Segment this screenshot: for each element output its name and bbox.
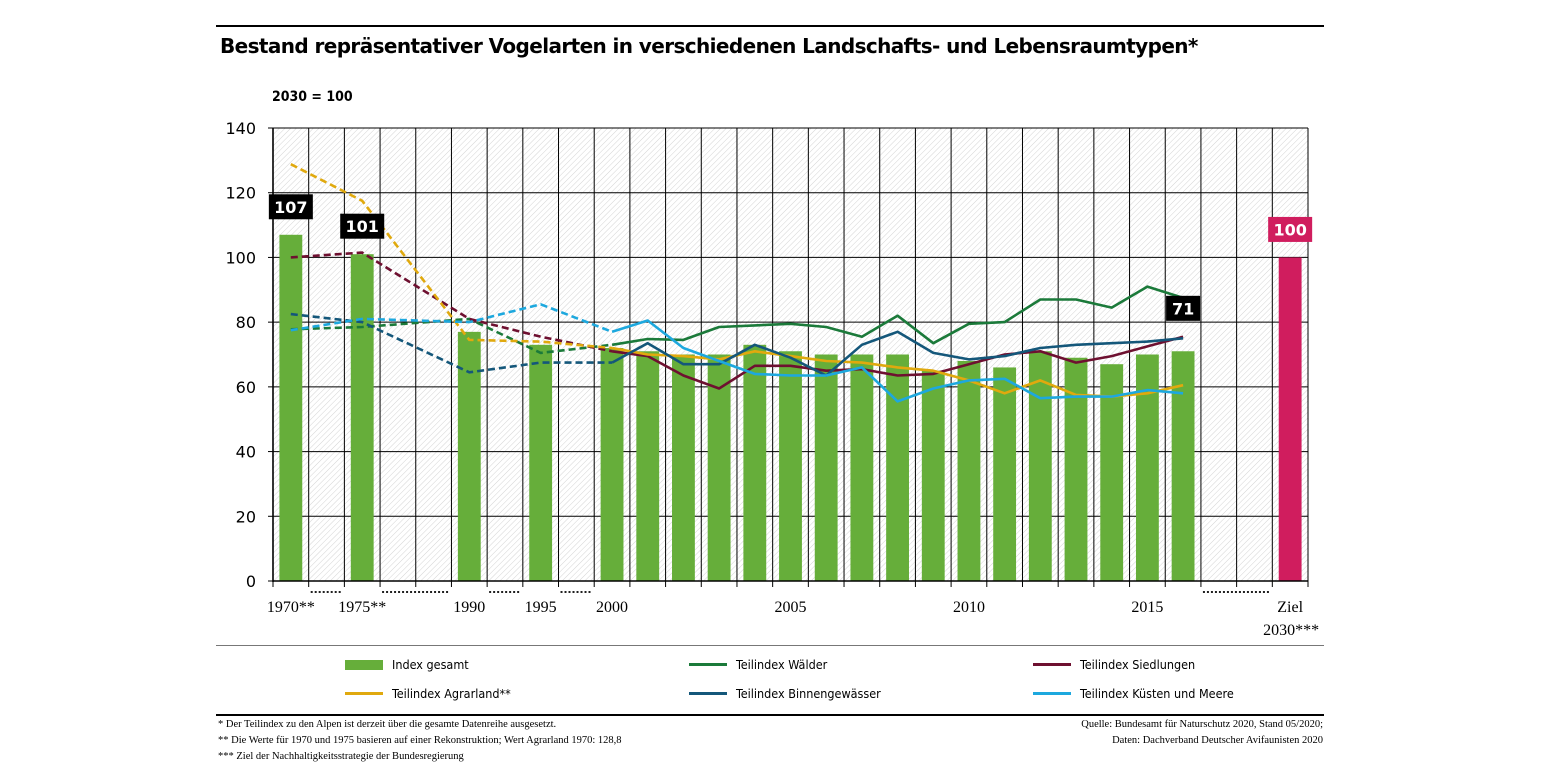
bar-2005 bbox=[779, 351, 802, 581]
x-tick-label-4: 2000 bbox=[596, 599, 628, 616]
y-tick-label-0: 0 bbox=[246, 572, 256, 591]
bar-2013 bbox=[1064, 357, 1088, 581]
legend-item-5: Teilindex Küsten und Meere bbox=[1033, 686, 1234, 701]
x-tick-label-8: Ziel bbox=[1277, 599, 1303, 616]
grid-lines bbox=[272, 127, 1309, 582]
top-rule bbox=[216, 25, 1324, 27]
value-labels: 107 101 71 100 bbox=[268, 194, 1313, 321]
bar-2016 bbox=[1171, 351, 1195, 581]
chart-title: Bestand repräsentativer Vogelarten in ve… bbox=[220, 34, 1198, 58]
bar-2014 bbox=[1100, 364, 1124, 581]
bar-2003 bbox=[707, 354, 731, 581]
bar-1990 bbox=[457, 331, 481, 581]
value-label-box-0 bbox=[268, 194, 313, 220]
legend-item-4: Teilindex Binnengewässer bbox=[689, 686, 881, 701]
bar-2009 bbox=[921, 370, 945, 581]
bar-2001 bbox=[636, 351, 660, 581]
legend-label-1: Teilindex Wälder bbox=[736, 657, 828, 672]
value-label-box-1 bbox=[340, 213, 385, 239]
bar-1975 bbox=[350, 254, 374, 581]
x-tick-label-2: 1990 bbox=[453, 599, 485, 616]
value-label-3: 100 bbox=[1273, 220, 1306, 239]
bar-1970 bbox=[279, 234, 303, 581]
footnote-3: *** Ziel der Nachhaltigkeitsstrategie de… bbox=[218, 751, 464, 762]
footnote-2: ** Die Werte für 1970 und 1975 basieren … bbox=[218, 735, 622, 746]
legend-item-2: Teilindex Siedlungen bbox=[1033, 657, 1195, 672]
axes: 0 20 40 60 80 100 120 140 1970** 1975** 1990 1995 20… bbox=[225, 119, 1319, 639]
source-line-1: Quelle: Bundesamt für Naturschutz 2020, … bbox=[1081, 719, 1323, 730]
x-tick-label-3: 1995 bbox=[525, 599, 557, 616]
legend-swatch-5 bbox=[1033, 692, 1071, 695]
bar-1995 bbox=[529, 344, 553, 581]
legend-item-3: Teilindex Agrarland** bbox=[345, 686, 511, 701]
legend-swatch-1 bbox=[689, 663, 727, 666]
series-line-reconstructed-1 bbox=[290, 251, 613, 353]
y-tick-label-140: 140 bbox=[225, 119, 256, 138]
legend-swatch-4 bbox=[689, 692, 727, 695]
legend-label-4: Teilindex Binnengewässer bbox=[736, 686, 881, 701]
series-line-reconstructed-4 bbox=[290, 302, 613, 334]
bar-2002 bbox=[672, 354, 695, 581]
series-line-3 bbox=[611, 330, 1184, 377]
series-line-4 bbox=[611, 319, 1184, 403]
legend-item-0: Index gesamt bbox=[345, 657, 469, 672]
bar-2015 bbox=[1135, 354, 1159, 581]
bar-2011 bbox=[993, 367, 1017, 581]
footer-rule bbox=[216, 714, 1324, 716]
series-line-1 bbox=[611, 335, 1184, 390]
bar-2004 bbox=[743, 344, 767, 581]
bar-2008 bbox=[886, 354, 909, 581]
x-tick-label-8-line2: 2030*** bbox=[1263, 622, 1319, 639]
footnote-1: * Der Teilindex zu den Alpen ist derzeit… bbox=[218, 719, 557, 730]
bars-index-gesamt bbox=[279, 234, 1302, 581]
y-tick-label-120: 120 bbox=[225, 184, 256, 203]
series-line-reconstructed-0 bbox=[290, 317, 613, 355]
y-tick-label-100: 100 bbox=[225, 248, 256, 267]
unit-label: 2030 = 100 bbox=[272, 89, 353, 105]
bar-target-2030 bbox=[1278, 257, 1302, 581]
bar-2000 bbox=[600, 348, 624, 581]
legend-top-rule bbox=[216, 645, 1324, 646]
legend-label-5: Teilindex Küsten und Meere bbox=[1080, 686, 1234, 701]
series-line-reconstructed-3 bbox=[290, 312, 613, 374]
legend-swatch-3 bbox=[345, 692, 383, 695]
legend-label-0: Index gesamt bbox=[392, 657, 469, 672]
legend-label-3: Teilindex Agrarland** bbox=[392, 686, 511, 701]
source-line-2: Daten: Dachverband Deutscher Avifauniste… bbox=[1112, 735, 1323, 746]
value-label-2: 71 bbox=[1172, 299, 1194, 318]
series-line-reconstructed-2 bbox=[290, 163, 613, 350]
x-tick-label-0: 1970** bbox=[267, 599, 315, 616]
x-tick-label-5: 2005 bbox=[775, 599, 807, 616]
x-tick-label-6: 2010 bbox=[953, 599, 985, 616]
bar-2010 bbox=[957, 360, 981, 581]
legend-swatch-0 bbox=[345, 659, 383, 670]
value-label-1: 101 bbox=[346, 217, 379, 236]
legend-swatch-2 bbox=[1033, 663, 1071, 666]
series-line-0 bbox=[611, 285, 1184, 347]
legend-item-1: Teilindex Wälder bbox=[689, 657, 827, 672]
x-tick-label-7: 2015 bbox=[1131, 599, 1163, 616]
bar-2012 bbox=[1028, 351, 1052, 581]
series-lines bbox=[290, 163, 1184, 403]
y-tick-label-60: 60 bbox=[236, 378, 256, 397]
y-tick-label-40: 40 bbox=[236, 443, 256, 462]
bar-2007 bbox=[850, 354, 874, 581]
y-tick-label-80: 80 bbox=[236, 313, 256, 332]
value-label-box-3 bbox=[1268, 216, 1313, 242]
value-label-box-2 bbox=[1166, 295, 1201, 321]
bar-2006 bbox=[814, 354, 838, 581]
y-tick-label-20: 20 bbox=[236, 507, 256, 526]
value-label-0: 107 bbox=[274, 198, 307, 217]
legend-label-2: Teilindex Siedlungen bbox=[1080, 657, 1196, 672]
x-tick-label-1: 1975** bbox=[338, 599, 386, 616]
